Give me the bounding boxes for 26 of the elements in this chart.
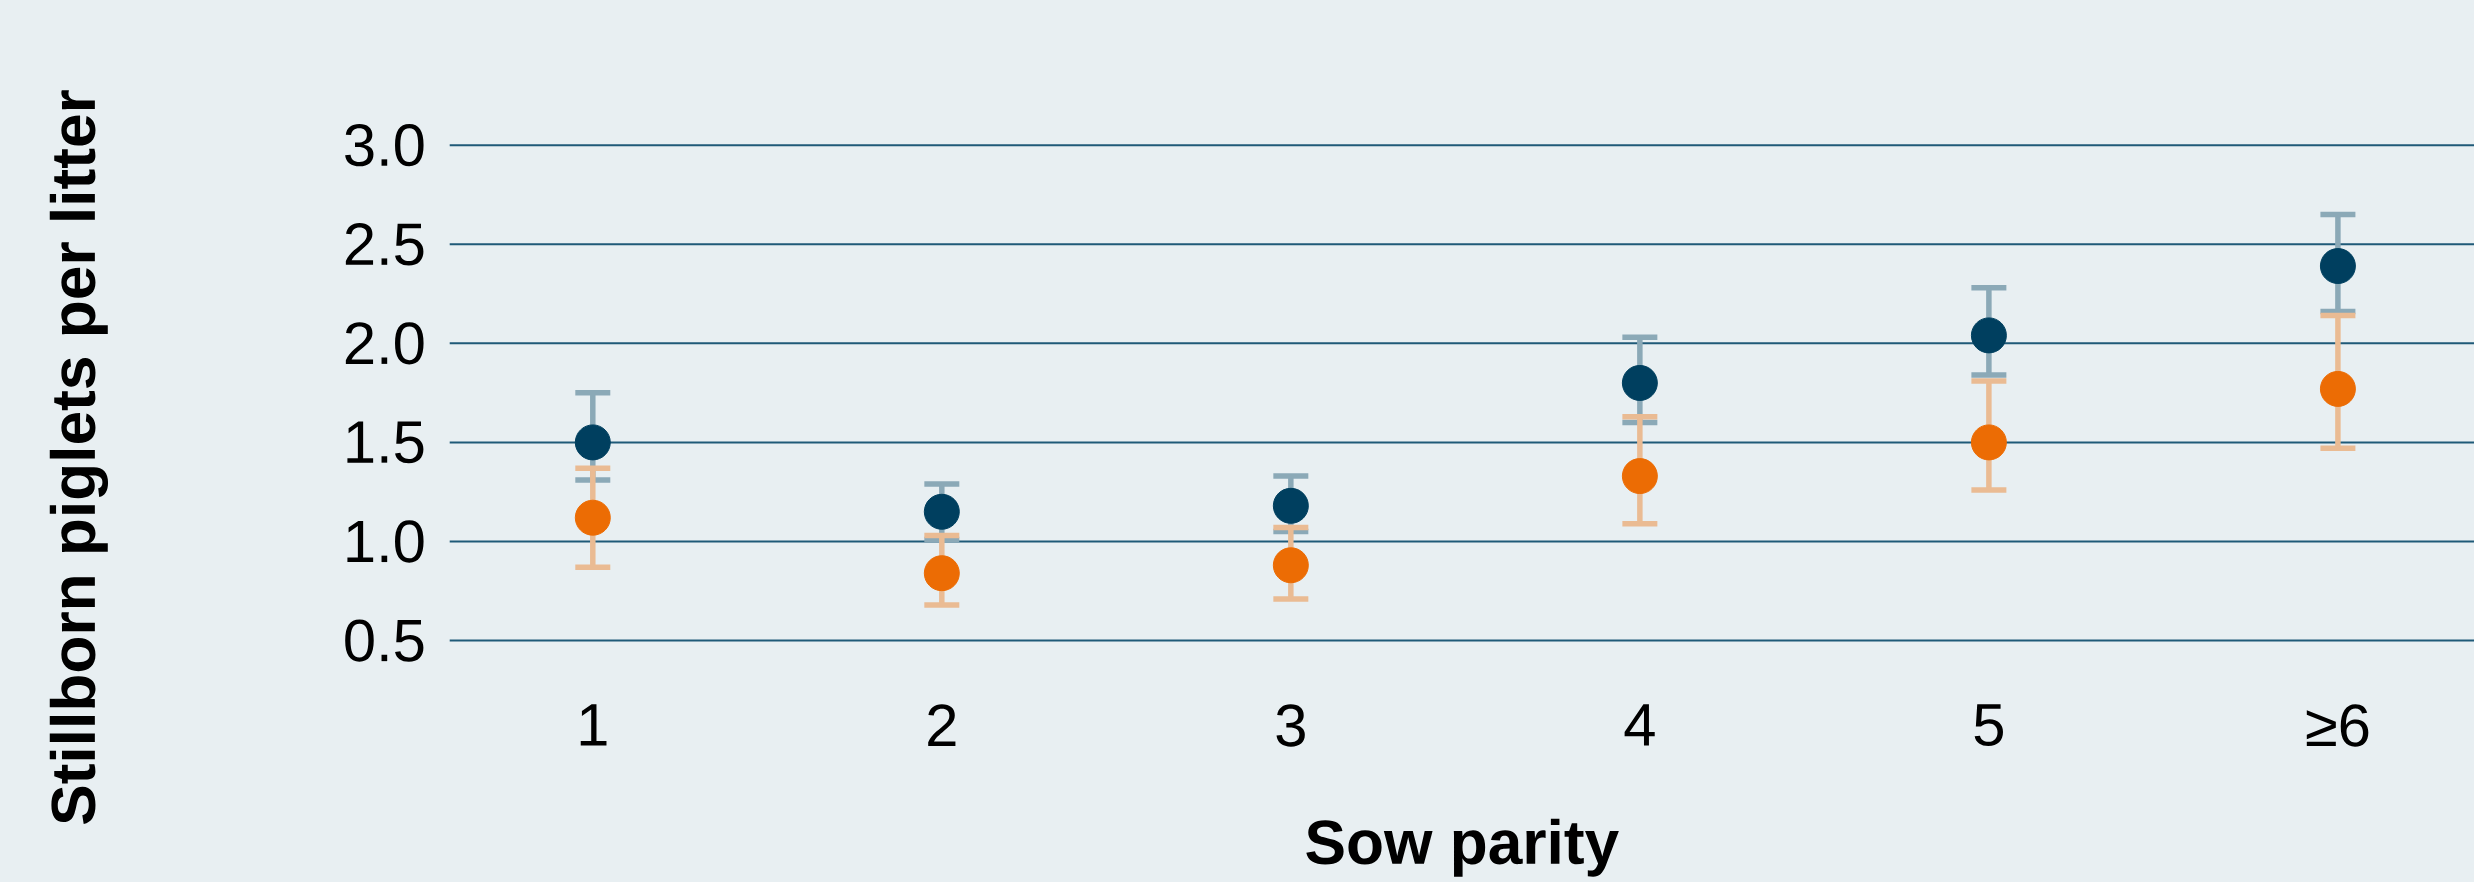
point (923, 555, 960, 592)
x-tick-label: 5 (1974, 704, 2003, 747)
point (1272, 547, 1309, 584)
point (574, 499, 611, 536)
y-tick-label: 1.5 (347, 421, 424, 464)
y-tick-label: 2.0 (345, 322, 424, 365)
y-axis-title: Stillborn piglets per litter (49, 90, 109, 825)
x-tick-label: 4 (1624, 704, 1655, 746)
x-tick-label: ≥6 (2306, 704, 2369, 747)
y-tick-label: 1.0 (347, 520, 424, 563)
x-tick-label: 3 (1276, 704, 1305, 747)
x-tick-label: 1 (580, 704, 607, 746)
point (2319, 248, 2356, 285)
x-axis-title: Sow parity (1306, 818, 1619, 877)
point (923, 493, 960, 530)
point (1621, 458, 1658, 495)
y-tick-label: 2.5 (345, 223, 424, 266)
point (1970, 317, 2007, 354)
y-tick-label: 3.0 (345, 124, 424, 167)
y-tick-label: 0.5 (345, 619, 424, 662)
point (1970, 424, 2007, 461)
point (1272, 487, 1309, 524)
point (2319, 370, 2356, 407)
point (1621, 364, 1658, 401)
x-tick-label: 2 (928, 704, 956, 747)
point (574, 424, 611, 461)
